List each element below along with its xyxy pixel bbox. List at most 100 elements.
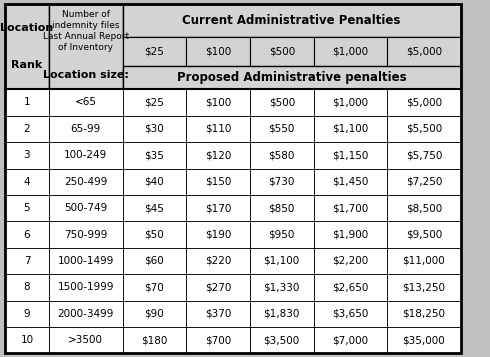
Bar (122, 169, 186, 195)
Bar (5, 195, 49, 221)
Text: $5,750: $5,750 (406, 150, 442, 160)
Bar (387, 116, 461, 142)
Text: $850: $850 (269, 203, 295, 213)
Bar (387, 142, 461, 169)
Text: $180: $180 (141, 335, 168, 345)
Text: $60: $60 (145, 256, 164, 266)
Bar (250, 301, 314, 327)
Text: 100-249: 100-249 (64, 150, 107, 160)
Bar (387, 169, 461, 195)
Text: $2,650: $2,650 (332, 282, 368, 292)
Bar (186, 37, 250, 66)
Text: $90: $90 (145, 309, 164, 319)
Text: 500-749: 500-749 (64, 203, 107, 213)
Text: Location: Location (0, 22, 53, 32)
Text: $40: $40 (145, 177, 164, 187)
Bar (186, 248, 250, 274)
Text: $1,900: $1,900 (332, 230, 368, 240)
Text: Number of
indemnity files
Last Annual Report
of Inventory: Number of indemnity files Last Annual Re… (43, 10, 129, 52)
Text: $730: $730 (269, 177, 295, 187)
Text: <65: <65 (75, 97, 97, 107)
Text: $580: $580 (269, 150, 295, 160)
Text: $1,100: $1,100 (332, 124, 368, 134)
Bar (387, 221, 461, 248)
Text: $5,500: $5,500 (406, 124, 442, 134)
Text: $270: $270 (205, 282, 231, 292)
Text: 7: 7 (24, 256, 30, 266)
Bar (122, 37, 186, 66)
Text: $35,000: $35,000 (402, 335, 445, 345)
Bar (387, 89, 461, 116)
Text: $1,330: $1,330 (264, 282, 300, 292)
Bar (122, 301, 186, 327)
Text: $1,450: $1,450 (332, 177, 368, 187)
Bar (250, 169, 314, 195)
Text: $5,000: $5,000 (406, 47, 442, 57)
Bar (49, 195, 122, 221)
Text: $1,000: $1,000 (332, 97, 368, 107)
Bar (49, 274, 122, 301)
Text: $18,250: $18,250 (402, 309, 445, 319)
Text: $25: $25 (145, 47, 164, 57)
Text: $3,650: $3,650 (332, 309, 368, 319)
Text: >3500: >3500 (68, 335, 103, 345)
Text: $25: $25 (145, 97, 164, 107)
Bar (5, 327, 49, 353)
Bar (314, 142, 387, 169)
Text: $1,830: $1,830 (264, 309, 300, 319)
Bar (186, 221, 250, 248)
Bar (387, 248, 461, 274)
Text: $1,700: $1,700 (332, 203, 368, 213)
Text: $70: $70 (145, 282, 164, 292)
Bar (314, 195, 387, 221)
Text: 250-499: 250-499 (64, 177, 107, 187)
Bar (5, 116, 49, 142)
Text: 750-999: 750-999 (64, 230, 107, 240)
Text: $700: $700 (205, 335, 231, 345)
Text: 9: 9 (24, 309, 30, 319)
Text: $370: $370 (205, 309, 231, 319)
Text: $13,250: $13,250 (402, 282, 445, 292)
Bar (250, 116, 314, 142)
Text: 3: 3 (24, 150, 30, 160)
Text: Location size:: Location size: (43, 70, 129, 80)
Bar (186, 116, 250, 142)
Text: $220: $220 (205, 256, 231, 266)
Text: $110: $110 (205, 124, 231, 134)
Bar (5, 301, 49, 327)
Text: 6: 6 (24, 230, 30, 240)
Bar (122, 274, 186, 301)
Bar (122, 116, 186, 142)
Text: $5,000: $5,000 (406, 97, 442, 107)
Text: 5: 5 (24, 203, 30, 213)
Text: Proposed Administrative penalties: Proposed Administrative penalties (177, 71, 406, 84)
Text: 4: 4 (24, 177, 30, 187)
Bar (49, 221, 122, 248)
Text: $100: $100 (205, 47, 231, 57)
Text: $500: $500 (269, 97, 295, 107)
Text: 65-99: 65-99 (71, 124, 101, 134)
Bar (49, 116, 122, 142)
Bar (314, 89, 387, 116)
Bar (122, 195, 186, 221)
Text: $100: $100 (205, 97, 231, 107)
Bar (122, 221, 186, 248)
Bar (122, 4, 461, 37)
Bar (314, 301, 387, 327)
Bar (186, 169, 250, 195)
Bar (5, 248, 49, 274)
Text: 2: 2 (24, 124, 30, 134)
Bar (122, 89, 186, 116)
Text: $150: $150 (205, 177, 231, 187)
Bar (5, 4, 49, 89)
Bar (122, 327, 186, 353)
Text: 1500-1999: 1500-1999 (57, 282, 114, 292)
Text: $120: $120 (205, 150, 231, 160)
Bar (250, 248, 314, 274)
Bar (186, 195, 250, 221)
Text: 1: 1 (24, 97, 30, 107)
Text: $1,000: $1,000 (332, 47, 368, 57)
Bar (250, 274, 314, 301)
Bar (314, 327, 387, 353)
Bar (49, 169, 122, 195)
